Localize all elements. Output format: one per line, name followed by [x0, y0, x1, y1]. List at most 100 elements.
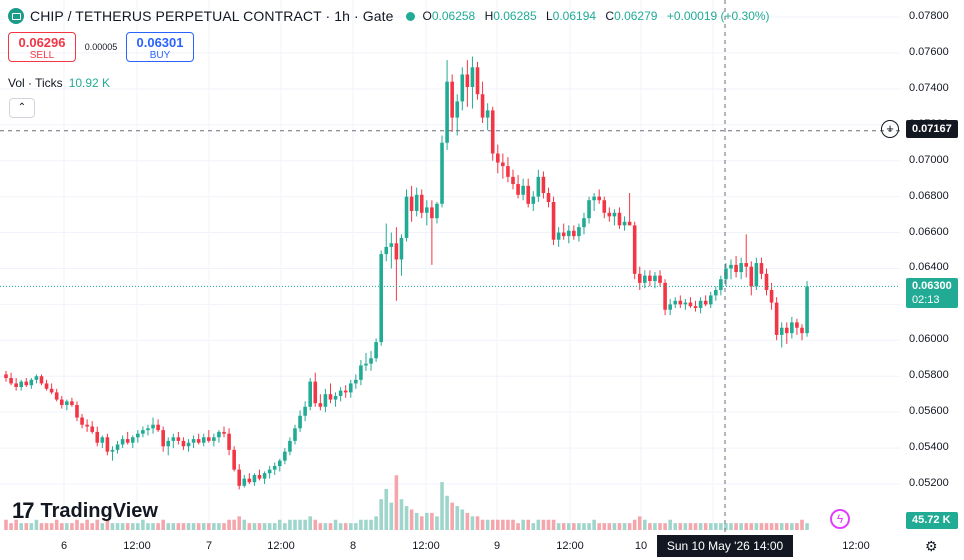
volume-bar: [546, 519, 551, 530]
candle-body: [70, 401, 74, 405]
gear-icon[interactable]: ⚙: [925, 538, 938, 554]
candle-body: [105, 437, 110, 452]
candle-body: [136, 433, 140, 438]
candle-body: [561, 232, 566, 237]
time-tick: 12:00: [842, 540, 870, 552]
candle-body: [90, 426, 94, 432]
volume-bar: [207, 523, 211, 530]
volume-bar: [242, 519, 247, 530]
candle-body: [450, 81, 454, 118]
volume-bar: [181, 523, 186, 530]
volume-bar: [419, 516, 424, 530]
candle-body: [546, 193, 551, 203]
tradingview-mark-icon: 17: [12, 498, 35, 523]
candle-body: [333, 395, 338, 400]
candle-body: [612, 212, 617, 217]
crosshair-price-label: 0.07167: [906, 120, 958, 138]
volume-bar: [404, 506, 409, 530]
candle-body: [65, 401, 69, 405]
candle-body: [526, 185, 531, 204]
volume-bar: [455, 506, 460, 530]
chevron-up-icon: ⌃: [17, 102, 27, 113]
candle-body: [348, 383, 353, 393]
candle-body: [648, 275, 652, 282]
collapse-legend-button[interactable]: ⌃: [9, 98, 35, 118]
gem-icon: [8, 8, 24, 24]
candle-body: [734, 264, 738, 273]
candle-body: [658, 275, 662, 283]
candle-body: [237, 469, 242, 486]
price-tick: 0.06800: [909, 189, 949, 202]
candle-body: [602, 200, 607, 213]
candle-body: [247, 478, 252, 483]
volume-bar: [531, 523, 536, 530]
volume-bar: [110, 523, 115, 530]
candle-body: [374, 342, 378, 359]
candle-body: [191, 439, 196, 443]
candle-body: [34, 376, 39, 380]
candle-body: [769, 290, 774, 303]
volume-bar: [729, 523, 733, 530]
buy-button[interactable]: 0.06301 BUY: [126, 32, 194, 62]
candle-body: [110, 449, 115, 452]
candle-body: [698, 300, 703, 308]
candle-body: [80, 417, 84, 425]
candle-body: [359, 365, 363, 380]
volume-bar: [485, 519, 490, 530]
volume-label[interactable]: Vol · Ticks: [8, 76, 63, 90]
volume-bar: [516, 523, 520, 530]
price-tick: 0.06600: [909, 225, 949, 238]
volume-bar: [511, 519, 515, 530]
volume-bar: [607, 523, 612, 530]
add-alert-icon[interactable]: +: [881, 120, 899, 138]
candle-body: [627, 221, 632, 226]
candle-body: [759, 263, 764, 274]
time-tick: 10: [634, 540, 648, 552]
candle-body: [784, 327, 789, 334]
volume-bar: [719, 523, 723, 530]
volume-bar: [176, 523, 181, 530]
volume-bar: [577, 523, 581, 530]
volume-bar: [237, 516, 242, 530]
candle-body: [551, 202, 556, 240]
candle-body: [516, 184, 520, 195]
volume-bar: [693, 523, 698, 530]
volume-bar: [572, 523, 576, 530]
candle-body: [678, 300, 683, 305]
volume-bar: [303, 519, 307, 530]
time-tick: 9: [493, 540, 501, 552]
volume-bar: [49, 523, 54, 530]
volume-bar: [196, 523, 201, 530]
candle-body: [430, 207, 434, 219]
symbol-title[interactable]: CHIP / TETHERUS PERPETUAL CONTRACT · 1h …: [30, 8, 394, 24]
candlesticks: [4, 56, 809, 490]
candle-body: [490, 110, 495, 154]
tradingview-logo[interactable]: 17 TradingView: [12, 498, 158, 523]
volume-bar: [333, 519, 338, 530]
volume-bar: [272, 523, 277, 530]
volume-bar: [556, 523, 561, 530]
time-tick: 12:00: [412, 540, 440, 552]
volume-bar: [65, 523, 69, 530]
volume-bar: [465, 512, 470, 530]
candle-body: [242, 478, 247, 486]
volume-bar: [262, 523, 267, 530]
volume-bar: [95, 519, 100, 530]
candle-body: [303, 406, 307, 416]
sell-button[interactable]: 0.06296 SELL: [8, 32, 76, 62]
volume-last-label: 45.72 K: [906, 512, 958, 529]
candle-body: [683, 302, 688, 305]
volume-bar: [784, 523, 789, 530]
volume-bar: [739, 523, 743, 530]
volume-bar: [186, 523, 191, 530]
volume-bar: [617, 523, 622, 530]
volume-bar: [70, 523, 74, 530]
volume-bar: [800, 519, 804, 530]
candle-body: [75, 404, 79, 418]
candle-body: [85, 424, 89, 427]
candle-body: [749, 266, 754, 287]
volume-bar: [141, 519, 145, 530]
volume-bar: [308, 516, 312, 530]
flash-icon[interactable]: ϟ: [830, 509, 850, 529]
